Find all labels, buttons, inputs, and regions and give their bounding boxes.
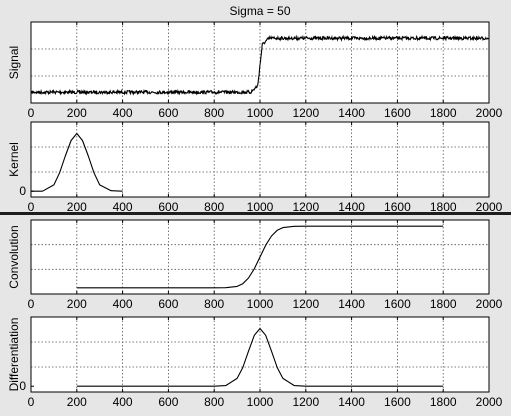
x-tick-label: 800 bbox=[204, 395, 224, 409]
x-tick-label: 1600 bbox=[384, 200, 411, 214]
series-line bbox=[30, 34, 490, 96]
series-line bbox=[76, 225, 444, 289]
plot-area bbox=[31, 122, 489, 197]
x-tick-label: 1400 bbox=[338, 200, 365, 214]
y-axis-label: Convolution bbox=[7, 225, 21, 288]
x-tick-label: 800 bbox=[204, 106, 224, 120]
x-tick-label: 400 bbox=[113, 297, 133, 311]
x-tick-label: 1000 bbox=[247, 395, 274, 409]
x-tick-label: 1200 bbox=[292, 297, 319, 311]
x-tick-label: 1200 bbox=[292, 395, 319, 409]
x-tick-label: 200 bbox=[67, 297, 87, 311]
x-tick-label: 1200 bbox=[292, 106, 319, 120]
y-tick-label: 0 bbox=[19, 184, 26, 198]
x-tick-label: 1000 bbox=[247, 200, 274, 214]
chart-title: Sigma = 50 bbox=[229, 4, 290, 18]
panel-convolution: 0 200 400 600 800 1000 1200 1400 1600 1800 2000 Con… bbox=[7, 219, 503, 311]
x-tick-label: 600 bbox=[158, 297, 178, 311]
x-tick-label: 1400 bbox=[338, 395, 365, 409]
x-tick-label: 0 bbox=[28, 200, 35, 214]
x-tick-label: 1600 bbox=[384, 395, 411, 409]
panel-divider bbox=[0, 212, 511, 215]
x-tick-label: 2000 bbox=[476, 106, 503, 120]
x-tick-label: 1600 bbox=[384, 297, 411, 311]
panel-kernel: 0 200 400 600 800 1000 1200 1400 1600 1800 2000 0 Ke… bbox=[7, 121, 503, 214]
x-tick-label: 1400 bbox=[338, 297, 365, 311]
y-axis-label: Differentiation bbox=[7, 318, 21, 392]
x-tick-label: 800 bbox=[204, 200, 224, 214]
x-tick-label: 600 bbox=[158, 395, 178, 409]
x-tick-label: 800 bbox=[204, 297, 224, 311]
y-axis-label: Signal bbox=[7, 46, 21, 79]
x-tick-label: 1200 bbox=[292, 200, 319, 214]
x-tick-label: 200 bbox=[67, 106, 87, 120]
x-tick-label: 400 bbox=[113, 200, 133, 214]
panel-differentiation: 0 200 400 600 800 1000 1200 1400 1600 1800 20000Di… bbox=[7, 316, 503, 409]
x-tick-label: 1800 bbox=[430, 106, 457, 120]
x-tick-label: 600 bbox=[158, 106, 178, 120]
x-tick-label: 2000 bbox=[476, 200, 503, 214]
x-tick-label: 2000 bbox=[476, 395, 503, 409]
x-tick-label: 0 bbox=[28, 106, 35, 120]
x-tick-label: 1000 bbox=[247, 297, 274, 311]
x-tick-label: 400 bbox=[113, 395, 133, 409]
series-line bbox=[76, 327, 444, 387]
x-tick-label: 1400 bbox=[338, 106, 365, 120]
x-tick-label: 0 bbox=[28, 395, 35, 409]
panel-signal: 0 200 400 600 800 1000 1200 1400 1600 1800 2000 Sig… bbox=[7, 4, 503, 120]
x-tick-label: 400 bbox=[113, 106, 133, 120]
x-tick-label: 1600 bbox=[384, 106, 411, 120]
y-axis-label: Kernel bbox=[7, 142, 21, 177]
x-tick-label: 200 bbox=[67, 395, 87, 409]
y-tick-label: 0 bbox=[19, 379, 26, 393]
x-tick-label: 1800 bbox=[430, 200, 457, 214]
series-line bbox=[31, 132, 123, 192]
plot-area bbox=[31, 317, 489, 392]
x-tick-label: 1000 bbox=[247, 106, 274, 120]
x-tick-label: 600 bbox=[158, 200, 178, 214]
x-tick-label: 200 bbox=[67, 200, 87, 214]
x-tick-label: 1800 bbox=[430, 395, 457, 409]
x-tick-label: 2000 bbox=[476, 297, 503, 311]
x-tick-label: 0 bbox=[28, 297, 35, 311]
x-tick-label: 1800 bbox=[430, 297, 457, 311]
